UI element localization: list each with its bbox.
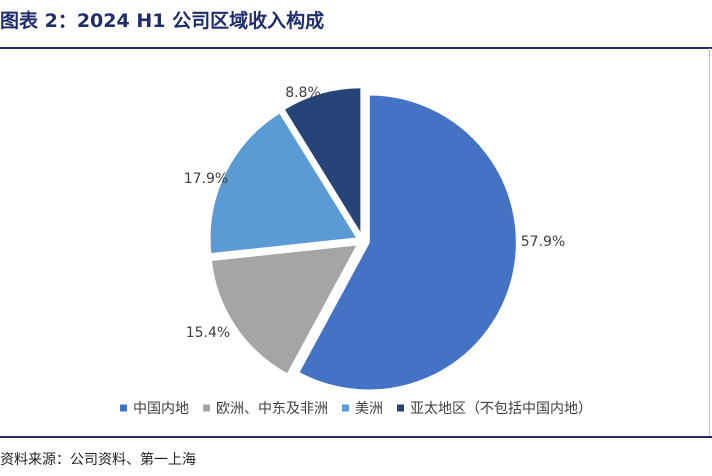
legend-item-3: 美洲 [342, 401, 383, 417]
data-label-4: 8.8% [285, 85, 321, 101]
source-note: 资料来源：公司资料、第一上海 [0, 452, 196, 468]
title-underline [0, 47, 712, 49]
pie-slice-2 [209, 243, 360, 376]
legend-item-2: 欧洲、中东及非洲 [203, 401, 328, 417]
data-label-1: 57.9% [521, 234, 565, 250]
pie-slices [208, 86, 518, 392]
pie-slice-3 [208, 111, 360, 256]
pie-data-labels: 57.9% 15.4% 17.9% 8.8% [184, 85, 565, 341]
chart-title: 图表 2：2024 H1 公司区域收入构成 [0, 10, 325, 32]
legend-label-3: 美洲 [355, 401, 383, 417]
legend-swatch-3 [342, 404, 349, 412]
legend-swatch-4 [397, 404, 404, 412]
legend-swatch-2 [203, 404, 210, 412]
legend-label-2: 欧洲、中东及非洲 [216, 401, 328, 417]
footer-rule [0, 436, 712, 438]
data-label-3: 17.9% [184, 171, 228, 187]
legend-label-1: 中国内地 [133, 401, 189, 417]
data-label-2: 15.4% [186, 325, 230, 341]
pie-slice-4 [282, 86, 363, 239]
pie-slice-1 [296, 93, 518, 392]
legend-label-4: 亚太地区（不包括中国内地） [410, 401, 592, 417]
chart-frame-edge [709, 48, 710, 436]
chart-legend: 中国内地 欧洲、中东及非洲 美洲 亚太地区（不包括中国内地） [120, 401, 592, 417]
legend-item-1: 中国内地 [120, 401, 189, 417]
legend-item-4: 亚太地区（不包括中国内地） [397, 401, 592, 417]
legend-swatch-1 [120, 404, 127, 412]
